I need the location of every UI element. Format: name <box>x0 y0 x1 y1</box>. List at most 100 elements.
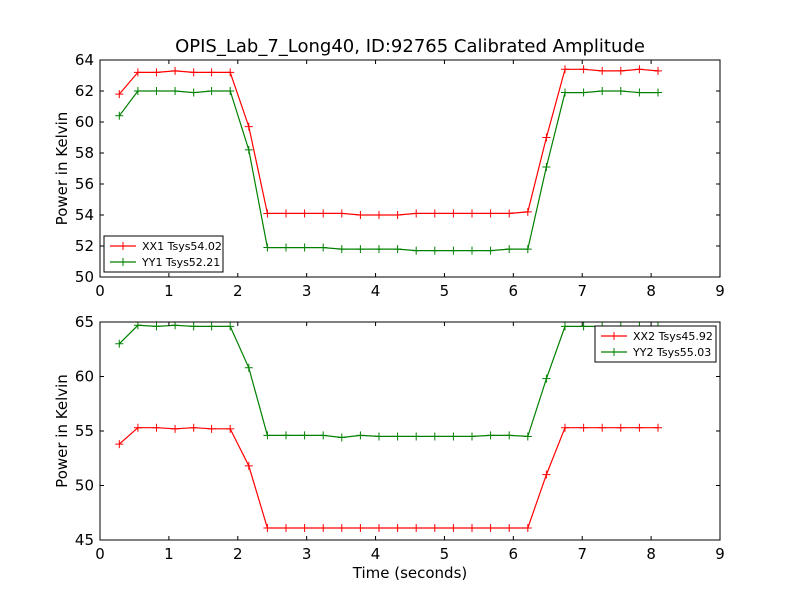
bottom-y-tick-label: 55 <box>75 422 94 440</box>
bottom-series-2-point <box>412 432 421 441</box>
top-series-2-point <box>282 243 290 252</box>
bottom-series-1-point <box>561 423 569 432</box>
top-axes-frame <box>99 59 721 278</box>
top-series-2-point <box>616 87 625 95</box>
top-x-tick-label: 6 <box>509 282 519 300</box>
top-series-2-point <box>356 245 365 254</box>
top-series-2-point <box>226 87 235 95</box>
bottom-series-1-point <box>207 424 216 433</box>
top-series-1-point <box>244 122 253 131</box>
top-legend-marker-1 <box>119 242 127 250</box>
top-series-group <box>115 65 662 255</box>
top-series-1-point <box>375 211 383 219</box>
top-x-tick-label: 2 <box>233 282 243 300</box>
bottom-legend-label-2: YY2 Tsys55.03 <box>632 346 711 359</box>
top-series-1-point <box>449 209 458 218</box>
top-y-tick-label: 50 <box>75 268 94 286</box>
bottom-x-tick-label: 7 <box>577 545 587 563</box>
bottom-series-2-point <box>356 431 365 440</box>
top-series-1-point <box>412 209 421 218</box>
top-y-axis-label: Power in Kelvin <box>53 112 71 226</box>
bottom-series-1-point <box>449 524 458 533</box>
bottom-series-2-point <box>263 431 272 440</box>
bottom-series-1-point <box>337 524 346 533</box>
bottom-series-1-point <box>468 524 476 533</box>
bottom-series-1-point <box>542 470 551 479</box>
bottom-series-1-point <box>300 524 309 533</box>
bottom-series-1-point <box>133 423 142 432</box>
top-y-tick-label: 64 <box>75 51 94 69</box>
bottom-series-2-point <box>486 431 495 440</box>
top-series-1-point <box>598 66 607 75</box>
bottom-series-2-point <box>152 322 161 331</box>
bottom-series-2-point <box>226 322 235 331</box>
top-series-1-point <box>226 68 235 77</box>
top-series-2-point <box>542 162 551 171</box>
top-series-2-point <box>263 243 272 252</box>
top-series-1-point <box>115 90 124 99</box>
bottom-series-2-point <box>319 431 328 440</box>
bottom-series-1-point <box>282 524 290 533</box>
bottom-series-1-point <box>244 461 253 470</box>
top-series-2-point <box>412 246 421 255</box>
bottom-series-1-point <box>486 524 495 533</box>
bottom-series-1-point <box>263 524 272 533</box>
top-series-2-point <box>337 245 346 254</box>
bottom-x-tick-label: 2 <box>233 545 243 563</box>
top-series-2-point <box>300 243 309 252</box>
bottom-series-2-point <box>282 431 290 440</box>
bottom-series-1-point <box>356 524 365 533</box>
bottom-series-2-point <box>430 432 439 441</box>
top-x-tick-label: 7 <box>577 282 587 300</box>
bottom-series-1-point <box>115 440 124 449</box>
bottom-series-1-point <box>523 524 532 533</box>
top-series-1-point <box>393 211 402 219</box>
bottom-series-group <box>115 322 662 533</box>
bottom-series-2-point <box>561 322 569 331</box>
bottom-series-1-point <box>226 424 235 433</box>
top-series-1-point <box>561 65 569 74</box>
top-series-2-point <box>505 245 514 254</box>
top-series-1-point <box>486 209 495 218</box>
top-series-1-point <box>189 68 198 77</box>
bottom-series-2-point <box>207 322 216 331</box>
bottom-series-1-point <box>189 423 198 432</box>
bottom-series-1-point <box>319 524 328 533</box>
top-series-2-point <box>244 145 253 154</box>
chart-title: OPIS_Lab_7_Long40, ID:92765 Calibrated A… <box>175 36 645 57</box>
bottom-series-1-point <box>579 423 588 432</box>
bottom-legend-marker-2 <box>610 348 618 356</box>
bottom-series-2-point <box>171 322 180 330</box>
bottom-series-2-point <box>300 431 309 440</box>
top-x-tick-label: 5 <box>440 282 450 300</box>
top-y-tick-label: 62 <box>75 82 94 100</box>
bottom-x-tick-label: 6 <box>509 545 519 563</box>
top-series-2-point <box>207 87 216 95</box>
bottom-series-1-point <box>598 423 607 432</box>
top-series-2-point <box>654 88 662 97</box>
bottom-x-tick-label: 8 <box>646 545 656 563</box>
bottom-series-2-point <box>523 432 532 441</box>
top-y-tick-label: 52 <box>75 237 94 255</box>
top-series-2-point <box>133 87 142 95</box>
top-series-2-point <box>319 243 328 252</box>
top-x-tick-label: 3 <box>302 282 312 300</box>
bottom-x-tick-label: 3 <box>302 545 312 563</box>
bottom-series-2-point <box>189 322 198 331</box>
top-series-1-point <box>300 209 309 218</box>
bottom-series-2-point <box>337 433 346 442</box>
top-x-tick-label: 1 <box>164 282 174 300</box>
bottom-y-tick-label: 60 <box>75 368 94 386</box>
bottom-series-1-point <box>635 423 644 432</box>
top-series-1-point <box>635 65 644 74</box>
top-x-tick-label: 4 <box>371 282 381 300</box>
top-series-2-point <box>449 246 458 255</box>
bottom-series-2-point <box>133 322 142 330</box>
top-series-1-point <box>356 211 365 219</box>
top-x-tick-label: 8 <box>646 282 656 300</box>
bottom-series-2-point <box>393 432 402 441</box>
